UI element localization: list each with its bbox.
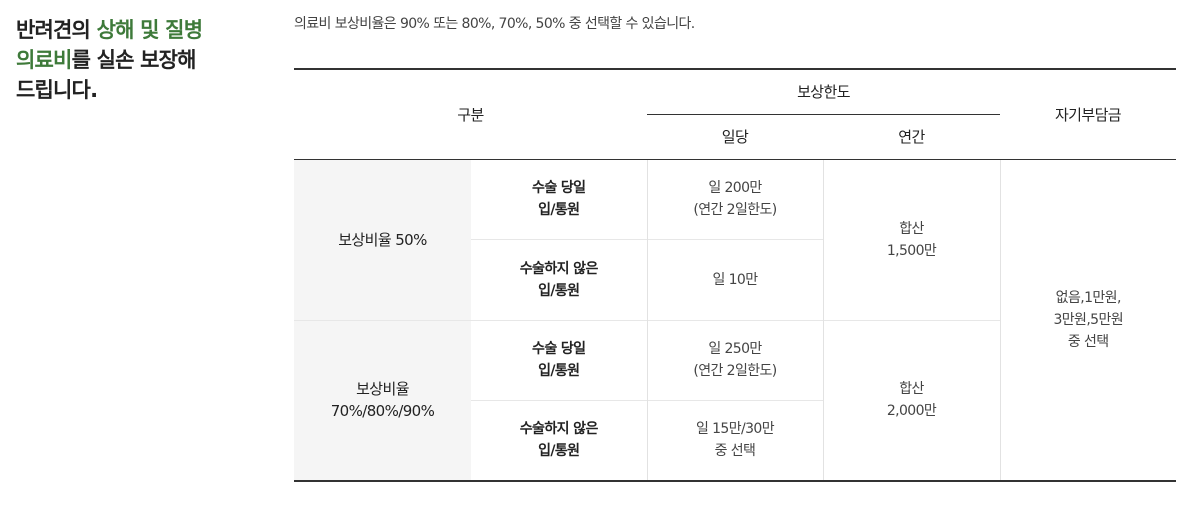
kind-cell: 수술하지 않은 입/통원: [471, 399, 648, 481]
deductible-line3: 중 선택: [1067, 333, 1109, 350]
table-row: 수술하지 않은 입/통원 일 15만/30만 중 선택: [294, 399, 1176, 481]
table-row: 수술하지 않은 입/통원 일 10만: [294, 238, 1176, 320]
header-deductible: 자기부담금: [1000, 69, 1176, 160]
daily-line2: 중 선택: [714, 443, 756, 460]
daily-cell: 일 200만 (연간 2일한도): [647, 159, 824, 239]
kind-line1: 수술 당일: [532, 341, 586, 357]
kind-line1: 수술하지 않은: [519, 421, 599, 438]
deductible-line2: 3만원,5만원: [1053, 311, 1124, 328]
heading-part2: 를 실손 보장해: [71, 48, 197, 72]
daily-cell: 일 250만 (연간 2일한도): [647, 319, 824, 400]
annual-line2: 1,500만: [886, 242, 937, 259]
ratio-cell-50: 보상비율 50%: [294, 159, 471, 320]
kind-line2: 입/통원: [538, 363, 580, 379]
heading-accent-injury-illness: 상해 및 질병: [96, 18, 203, 42]
daily-line1: 일 10만: [712, 271, 758, 288]
kind-line2: 입/통원: [538, 202, 580, 218]
daily-line1: 일 200만: [708, 180, 762, 196]
annual-line1: 합산: [899, 381, 924, 398]
daily-line2: (연간 2일한도): [693, 363, 777, 379]
kind-cell: 수술 당일 입/통원: [471, 159, 648, 239]
daily-line2: (연간 2일한도): [693, 202, 777, 218]
daily-cell: 일 15만/30만 중 선택: [647, 399, 824, 481]
ratio-label: 보상비율 50%: [338, 230, 427, 249]
heading-accent-medical: 의료비: [16, 48, 72, 72]
heading-part1: 반려견의: [16, 18, 97, 42]
kind-line1: 수술 당일: [532, 180, 586, 196]
header-category: 구분: [294, 69, 647, 160]
coverage-section: 의료비 보상비율은 90% 또는 80%, 70%, 50% 중 선택할 수 있…: [294, 14, 1176, 482]
daily-line1: 일 250만: [708, 341, 762, 357]
ratio-cell-70-80-90: 보상비율 70%/80%/90%: [294, 319, 471, 481]
deductible-cell: 없음,1만원, 3만원,5만원 중 선택: [1000, 159, 1176, 481]
header-annual: 연간: [823, 114, 1000, 160]
kind-line2: 입/통원: [538, 443, 580, 460]
table-row: 보상비율 50% 수술 당일 입/통원 일 200만 (연간 2일한도) 합산 …: [294, 159, 1176, 350]
daily-cell: 일 10만: [647, 238, 824, 320]
ratio-label-line1: 보상비율: [356, 380, 409, 399]
kind-cell: 수술 당일 입/통원: [471, 319, 648, 400]
ratio-note: 의료비 보상비율은 90% 또는 80%, 70%, 50% 중 선택할 수 있…: [294, 16, 695, 32]
daily-line1: 일 15만/30만: [695, 421, 775, 438]
coverage-table: 구분 보상한도 자기부담금 일당 연간 보상비율 50% 수술 당일 입/통원 …: [294, 68, 1176, 482]
kind-line1: 수술하지 않은: [519, 260, 599, 277]
annual-line1: 합산: [899, 220, 924, 237]
annual-cell: 합산 1,500만: [823, 159, 1001, 320]
kind-cell: 수술하지 않은 입/통원: [471, 238, 648, 320]
table-row: 보상비율 70%/80%/90% 수술 당일 입/통원 일 250만 (연간 2…: [294, 319, 1176, 481]
ratio-label-line2: 70%/80%/90%: [330, 402, 435, 421]
deductible-line1: 없음,1만원,: [1055, 289, 1122, 306]
header-coverage-limit: 보상한도: [647, 69, 1000, 115]
kind-line2: 입/통원: [538, 282, 580, 299]
annual-line2: 2,000만: [886, 403, 937, 420]
annual-cell: 합산 2,000만: [823, 319, 1001, 481]
header-daily: 일당: [647, 114, 823, 160]
heading-part3: 드립니다.: [16, 78, 98, 102]
